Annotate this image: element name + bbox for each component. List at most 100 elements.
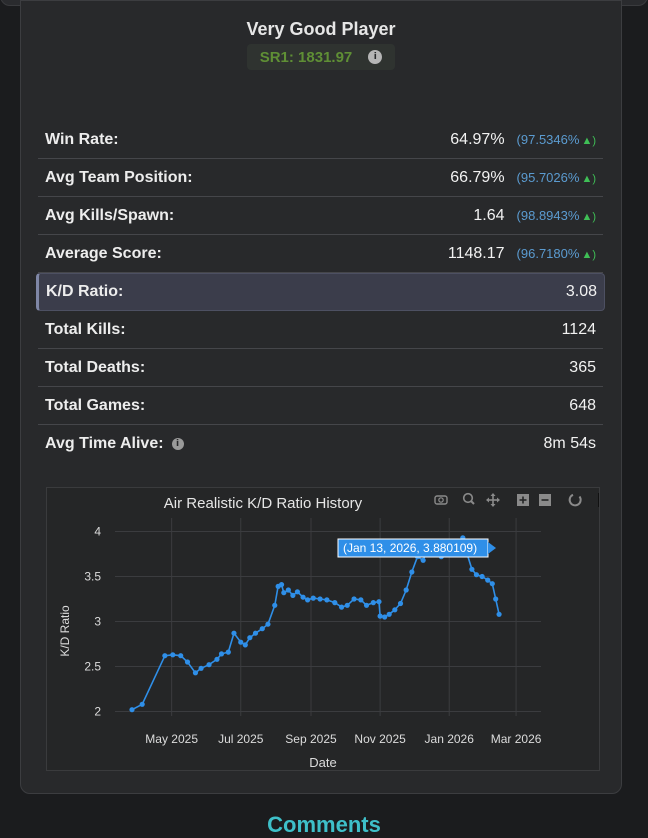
- comments-heading: Comments: [267, 812, 381, 837]
- data-point[interactable]: [198, 665, 204, 671]
- data-point[interactable]: [324, 597, 330, 603]
- data-point[interactable]: [225, 649, 231, 655]
- x-tick-label: Jul 2025: [218, 732, 264, 746]
- data-point[interactable]: [272, 602, 278, 608]
- data-point[interactable]: [469, 566, 475, 572]
- data-point[interactable]: [338, 604, 345, 610]
- autoscale-icon[interactable]: [568, 493, 582, 507]
- info-icon[interactable]: i: [171, 438, 184, 450]
- skill-rating-badge: SR1: 1831.97 i: [247, 44, 395, 70]
- chart-title: Air Realistic K/D Ratio History: [164, 495, 363, 512]
- plotly-logo-icon[interactable]: [598, 493, 612, 507]
- player-name: Very Good Player: [246, 19, 396, 39]
- x-tick-label: Nov 2025: [354, 732, 406, 746]
- info-icon[interactable]: i: [368, 50, 383, 64]
- data-point[interactable]: [317, 596, 323, 602]
- data-point[interactable]: [358, 597, 364, 603]
- data-point[interactable]: [403, 587, 409, 593]
- data-point[interactable]: [473, 572, 480, 578]
- x-tick-label: Sep 2025: [285, 732, 337, 746]
- data-point[interactable]: [247, 635, 253, 641]
- data-point[interactable]: [363, 602, 370, 608]
- kd-ratio-line: [131, 536, 500, 711]
- data-point[interactable]: [281, 590, 287, 596]
- data-point[interactable]: [300, 594, 306, 600]
- data-point[interactable]: [397, 600, 404, 607]
- data-point[interactable]: [305, 597, 311, 603]
- percentile: (97.5346% ▲): [516, 132, 596, 147]
- stat-value: 648: [569, 396, 596, 414]
- zoom-in-icon[interactable]: [517, 494, 529, 506]
- zoom-out-icon[interactable]: [539, 494, 551, 506]
- data-point[interactable]: [231, 630, 237, 636]
- camera-icon[interactable]: [434, 495, 448, 505]
- data-point[interactable]: [294, 589, 301, 595]
- data-point[interactable]: [242, 642, 248, 648]
- data-point[interactable]: [278, 582, 285, 588]
- data-point[interactable]: [206, 662, 212, 668]
- data-point[interactable]: [392, 607, 398, 613]
- stat-label: Avg Time Alive: i: [45, 435, 184, 453]
- stat-value: 66.79%: [450, 168, 505, 186]
- hover-tooltip: (Jan 13, 2026, 3.880109): [337, 538, 496, 558]
- data-point[interactable]: [170, 652, 176, 658]
- data-point[interactable]: [409, 569, 415, 575]
- data-point[interactable]: [192, 670, 199, 676]
- stat-label: K/D Ratio:: [46, 283, 124, 300]
- data-point[interactable]: [376, 599, 382, 605]
- data-point[interactable]: [252, 630, 259, 636]
- stat-value: 64.97%: [450, 130, 505, 148]
- kd-history-chart: May 2025 Jul 2025 Sep 2025 Nov 2025 Jan 2026…: [46, 487, 612, 771]
- data-point[interactable]: [479, 573, 485, 580]
- stat-row-avg-kills-spawn: Avg Kills/Spawn: 1.64 (98.8943% ▲): [38, 197, 603, 235]
- data-point[interactable]: [496, 611, 502, 617]
- data-point[interactable]: [184, 659, 191, 665]
- data-point[interactable]: [238, 639, 244, 645]
- data-point[interactable]: [370, 600, 376, 606]
- stat-label: Win Rate:: [45, 130, 119, 148]
- data-point[interactable]: [310, 595, 316, 601]
- data-point[interactable]: [285, 587, 291, 593]
- data-point[interactable]: [139, 701, 145, 707]
- pan-icon[interactable]: [486, 493, 500, 507]
- data-point[interactable]: [332, 600, 338, 606]
- data-point[interactable]: [386, 611, 392, 617]
- x-axis-label: Date: [309, 755, 336, 770]
- data-point[interactable]: [485, 577, 491, 583]
- data-point[interactable]: [214, 656, 220, 662]
- up-arrow-icon: ▲): [581, 211, 596, 223]
- stat-value: 1.64: [473, 206, 505, 224]
- percentile: (95.7026% ▲): [516, 170, 596, 185]
- data-point[interactable]: [377, 613, 383, 619]
- data-point[interactable]: [420, 557, 426, 563]
- data-point[interactable]: [129, 707, 135, 713]
- data-point[interactable]: [259, 626, 265, 632]
- data-point[interactable]: [493, 596, 499, 602]
- stat-label: Average Score:: [45, 244, 162, 262]
- data-point[interactable]: [382, 614, 388, 620]
- data-point[interactable]: [351, 596, 357, 602]
- data-point[interactable]: [344, 602, 350, 608]
- stat-row-total-kills: Total Kills: 1124: [38, 311, 603, 349]
- data-point[interactable]: [290, 592, 296, 598]
- skill-rating-value: SR1: 1831.97: [259, 48, 353, 66]
- zoom-icon[interactable]: [462, 492, 475, 505]
- stat-row-average-score: Average Score: 1148.17 (96.7180% ▲): [38, 235, 603, 273]
- stat-label: Total Games:: [45, 396, 146, 414]
- stat-row-avg-time-alive: Avg Time Alive: i 8m 54s: [38, 425, 603, 463]
- stat-row-avg-team-position: Avg Team Position: 66.79% (95.7026% ▲): [38, 159, 603, 197]
- data-point[interactable]: [489, 581, 495, 587]
- tooltip-text: (Jan 13, 2026, 3.880109): [343, 541, 477, 555]
- data-point[interactable]: [162, 653, 168, 659]
- stat-row-win-rate: Win Rate: 64.97% (97.5346% ▲): [38, 121, 603, 159]
- x-tick-label: Mar 2026: [491, 732, 542, 746]
- data-point[interactable]: [178, 653, 184, 659]
- stat-value: 8m 54s: [543, 435, 596, 452]
- percentile: (98.8943% ▲): [516, 208, 596, 223]
- y-tick-label: 3.5: [84, 570, 101, 584]
- y-axis-label: K/D Ratio: [58, 605, 72, 657]
- stat-label: Avg Team Position:: [45, 168, 193, 186]
- data-point[interactable]: [218, 651, 225, 657]
- data-point[interactable]: [265, 621, 271, 627]
- stat-row-kd-ratio[interactable]: K/D Ratio: 3.08: [36, 273, 605, 311]
